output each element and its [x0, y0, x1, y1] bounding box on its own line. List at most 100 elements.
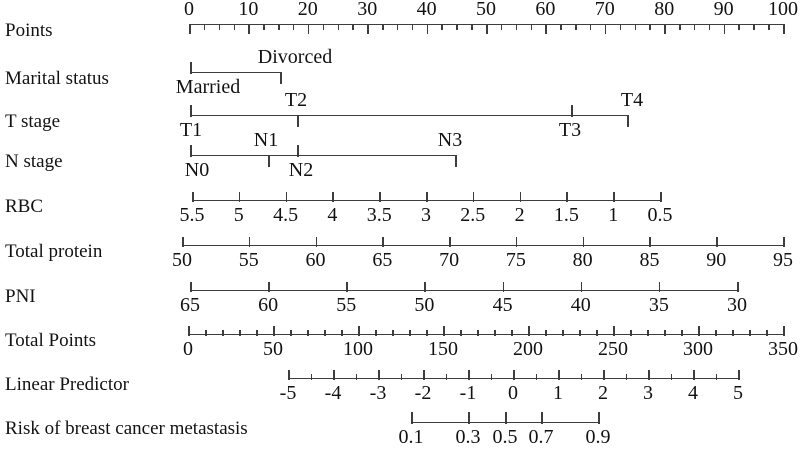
- points-tick-label: 100: [768, 0, 798, 20]
- total-points-tick: [562, 329, 564, 336]
- total-points-tick-label: 300: [683, 338, 713, 360]
- pni-tick: [658, 282, 661, 292]
- total-points-tick: [545, 329, 547, 336]
- pni-tick-label: 30: [727, 294, 747, 316]
- pni-tick: [737, 282, 739, 292]
- points-tick: [233, 24, 236, 30]
- total-points-tick: [630, 329, 632, 336]
- points-tick: [352, 24, 354, 30]
- points-tick: [634, 24, 636, 30]
- total-points-tick-label: 0: [183, 338, 193, 360]
- points-tick: [560, 24, 562, 30]
- points-tick-label: 80: [654, 0, 675, 20]
- linear-predictor-tick-label: -3: [369, 382, 387, 404]
- total-protein-tick-label: 65: [372, 249, 393, 271]
- linear-predictor-tick: [310, 373, 312, 380]
- n-stage-tick-label: N0: [184, 159, 210, 181]
- pni-tick: [190, 282, 192, 292]
- total-protein-tick: [783, 237, 785, 247]
- pni-axis-line: [190, 290, 737, 291]
- row-label-risk: Risk of breast cancer metastasis: [5, 418, 248, 439]
- points-tick: [203, 24, 206, 30]
- total-points-tick: [698, 326, 700, 336]
- rbc-tick-label: 1.5: [553, 204, 579, 226]
- points-tick: [768, 24, 770, 30]
- total-protein-tick: [515, 237, 518, 247]
- total-protein-tick: [449, 237, 451, 247]
- points-tick: [382, 24, 384, 30]
- total-points-tick: [239, 329, 241, 336]
- marital-status-tick: [280, 72, 282, 84]
- points-tick-label: 90: [713, 0, 734, 20]
- marital-status-tick-label: Married: [175, 76, 241, 98]
- linear-predictor-tick: [648, 370, 650, 380]
- linear-predictor-tick-label: -5: [279, 382, 297, 404]
- linear-predictor-tick: [445, 373, 447, 380]
- points-tick: [589, 24, 592, 30]
- points-tick: [753, 24, 755, 30]
- row-label-linear-predictor: Linear Predictor: [5, 374, 129, 395]
- pni-tick-label: 60: [258, 294, 279, 316]
- total-points-tick: [681, 329, 683, 336]
- points-tick: [456, 24, 458, 30]
- points-tick: [248, 24, 250, 34]
- linear-predictor-tick-label: 4: [688, 382, 698, 404]
- rbc-tick: [660, 192, 662, 202]
- rbc-tick-label: 2: [514, 204, 525, 226]
- rbc-tick: [613, 192, 615, 202]
- points-tick: [545, 24, 547, 34]
- points-tick-label: 40: [416, 0, 437, 20]
- n-stage-tick-label: N1: [253, 129, 279, 151]
- risk-tick-label: 0.7: [528, 426, 554, 448]
- n-stage-axis-line: [190, 155, 455, 156]
- points-tick: [619, 24, 622, 30]
- total-points-tick: [766, 329, 768, 336]
- linear-predictor-tick: [400, 373, 402, 380]
- points-tick-label: 10: [238, 0, 259, 20]
- total-protein-tick-label: 50: [172, 249, 192, 271]
- total-points-tick: [392, 329, 394, 336]
- row-label-marital-status: Marital status: [5, 68, 109, 89]
- points-tick: [218, 24, 221, 30]
- linear-predictor-tick: [580, 373, 582, 380]
- total-points-tick: [409, 329, 411, 336]
- total-points-tick: [528, 326, 530, 336]
- total-points-tick: [715, 329, 717, 336]
- total-points-tick: [732, 329, 734, 336]
- total-points-tick-label: 200: [513, 338, 543, 360]
- points-tick: [278, 24, 280, 30]
- total-points-tick: [324, 329, 326, 336]
- pni-tick: [502, 282, 505, 292]
- linear-predictor-tick: [625, 373, 627, 380]
- total-protein-tick-label: 60: [305, 249, 326, 271]
- points-tick: [679, 24, 681, 30]
- rbc-tick-label: 0.5: [647, 204, 673, 226]
- pni-tick-label: 65: [180, 294, 200, 316]
- linear-predictor-tick: [558, 370, 560, 380]
- risk-tick: [541, 412, 543, 424]
- rbc-tick: [379, 192, 381, 202]
- linear-predictor-tick: [355, 373, 357, 380]
- points-tick: [515, 24, 518, 30]
- rbc-tick-label: 3.5: [366, 204, 392, 226]
- rbc-tick: [238, 192, 241, 202]
- rbc-tick: [519, 192, 522, 202]
- points-tick-label: 20: [297, 0, 318, 20]
- points-tick: [664, 24, 666, 34]
- points-tick-label: 50: [476, 0, 496, 20]
- n-stage-tick-label: N2: [288, 159, 314, 181]
- row-label-total-protein: Total protein: [5, 241, 103, 262]
- linear-predictor-tick-label: 0: [508, 382, 518, 404]
- linear-predictor-tick-label: 2: [598, 382, 608, 404]
- total-points-tick: [273, 326, 275, 336]
- t-stage-axis-line: [190, 115, 627, 116]
- rbc-tick: [332, 192, 334, 202]
- risk-axis-line: [411, 422, 598, 423]
- linear-predictor-tick-label: 3: [643, 382, 653, 404]
- rbc-tick-label: 2.5: [460, 204, 486, 226]
- t-stage-tick-label: T3: [558, 119, 582, 141]
- t-stage-tick-label: T2: [284, 89, 308, 111]
- row-label-rbc: RBC: [5, 196, 44, 217]
- total-points-tick: [256, 329, 258, 336]
- total-protein-tick-label: 75: [505, 249, 526, 271]
